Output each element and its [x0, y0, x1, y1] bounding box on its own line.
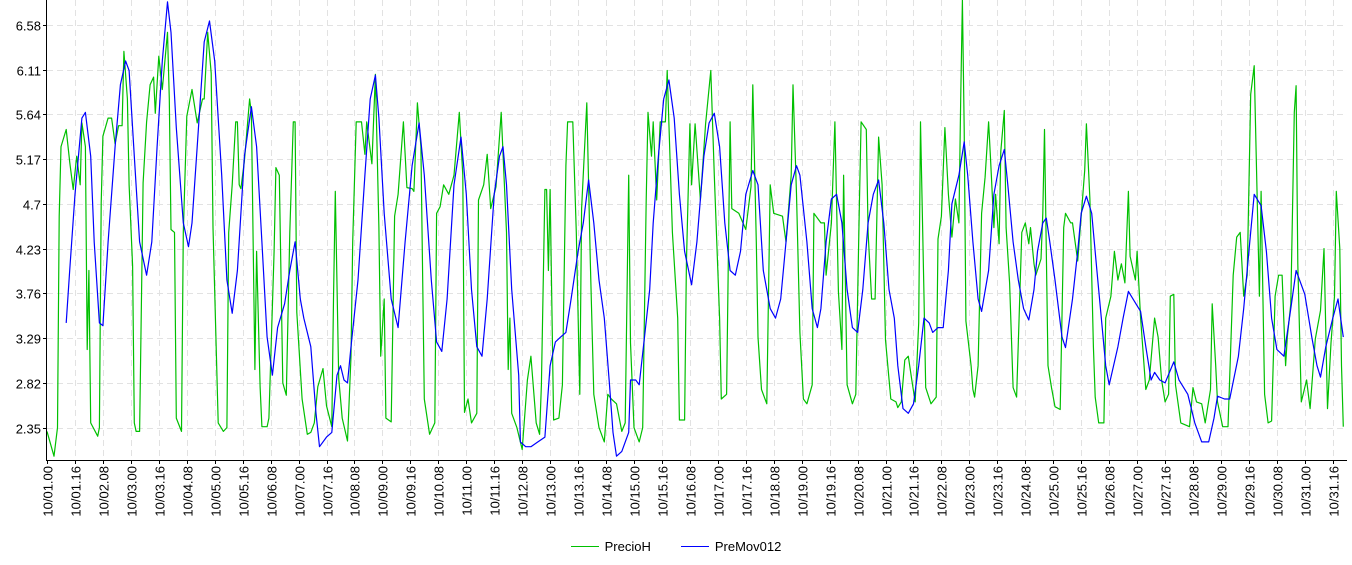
x-tick-label: 10/16.08 [684, 466, 699, 517]
legend-swatch-precioh [570, 546, 599, 547]
y-tick-label: 2.35 [16, 422, 41, 437]
legend: PrecioH PreMov012 [0, 539, 1352, 554]
x-tick-label: 10/29.16 [1243, 466, 1258, 517]
x-tick-label: 10/08.08 [348, 466, 363, 517]
x-tick-label: 10/20.08 [852, 466, 867, 517]
x-tick-label: 10/05.00 [209, 466, 224, 517]
x-tick-label: 10/28.08 [1187, 466, 1202, 517]
grid [47, 0, 1347, 460]
x-tick-label: 10/01.16 [69, 466, 84, 517]
legend-item-precioh[interactable]: PrecioH [570, 539, 651, 554]
x-tick-label: 10/02.08 [97, 466, 112, 517]
x-tick-label: 10/23.00 [963, 466, 978, 517]
x-tick-label: 10/07.00 [293, 466, 308, 517]
x-tick-label: 10/23.16 [991, 466, 1006, 517]
x-tick-label: 10/01.00 [41, 466, 56, 517]
x-tick-label: 10/11.16 [488, 466, 503, 516]
x-tick-label: 10/25.00 [1047, 466, 1062, 517]
x-tick-label: 10/17.16 [740, 466, 755, 517]
y-tick-label: 3.76 [16, 287, 41, 302]
x-tick-label: 10/03.00 [125, 466, 140, 517]
x-tick-label: 10/13.00 [544, 466, 559, 517]
x-tick-label: 10/19.00 [796, 466, 811, 517]
legend-label-premov012: PreMov012 [714, 539, 782, 554]
series-line-premov012 [65, 1, 1344, 457]
x-tick-label: 10/05.16 [237, 466, 252, 517]
x-tick-label: 10/21.16 [907, 466, 922, 517]
x-tick-label: 10/19.16 [824, 466, 839, 517]
series-lines [46, 0, 1344, 457]
series-line-precioh [46, 0, 1344, 457]
legend-label-precioh: PrecioH [604, 539, 651, 554]
x-tick-label: 10/07.16 [321, 466, 336, 517]
x-tick-label: 10/31.16 [1327, 466, 1342, 517]
x-axis: 10/01.00 10/01.16 10/02.08 10/03.00 10/03.16… [41, 460, 1342, 517]
y-tick-label: 6.58 [16, 19, 41, 34]
x-tick-label: 10/15.16 [656, 466, 671, 517]
x-tick-label: 10/14.08 [600, 466, 615, 517]
y-tick-label: 4.7 [23, 198, 41, 213]
x-tick-label: 10/27.00 [1131, 466, 1146, 517]
x-tick-label: 10/09.00 [376, 466, 391, 517]
y-tick-label: 6.11 [17, 64, 41, 79]
legend-swatch-premov012 [680, 546, 709, 547]
x-tick-label: 10/21.00 [880, 466, 895, 517]
x-tick-label: 10/17.00 [712, 466, 727, 517]
x-tick-label: 10/27.16 [1159, 466, 1174, 517]
x-tick-label: 10/10.08 [432, 466, 447, 517]
x-tick-label: 10/30.08 [1271, 466, 1286, 517]
y-tick-label: 3.29 [16, 332, 41, 347]
x-tick-label: 10/03.16 [153, 466, 168, 517]
x-tick-label: 10/31.00 [1299, 466, 1314, 517]
x-tick-label: 10/13.16 [572, 466, 587, 517]
x-tick-label: 10/25.16 [1075, 466, 1090, 517]
x-tick-label: 10/26.08 [1103, 466, 1118, 517]
x-tick-label: 10/29.00 [1215, 466, 1230, 517]
x-tick-label: 10/09.16 [404, 466, 419, 517]
y-tick-label: 2.82 [16, 377, 41, 392]
x-tick-label: 10/15.00 [628, 466, 643, 517]
y-tick-label: 5.17 [16, 153, 41, 168]
x-tick-label: 10/11.00 [460, 466, 475, 516]
x-tick-label: 10/06.08 [265, 466, 280, 517]
x-tick-label: 10/22.08 [935, 466, 950, 517]
y-tick-label: 5.64 [16, 108, 41, 123]
x-tick-label: 10/18.08 [768, 466, 783, 517]
y-tick-label: 4.23 [16, 243, 41, 258]
x-tick-label: 10/24.08 [1019, 466, 1034, 517]
x-tick-label: 10/04.08 [181, 466, 196, 517]
x-tick-label: 10/12.08 [516, 466, 531, 517]
legend-item-premov012[interactable]: PreMov012 [680, 539, 782, 554]
y-axis: 6.58 6.11 5.64 5.17 4.7 4.23 3.76 3.29 2.82 2.35 [16, 19, 47, 437]
